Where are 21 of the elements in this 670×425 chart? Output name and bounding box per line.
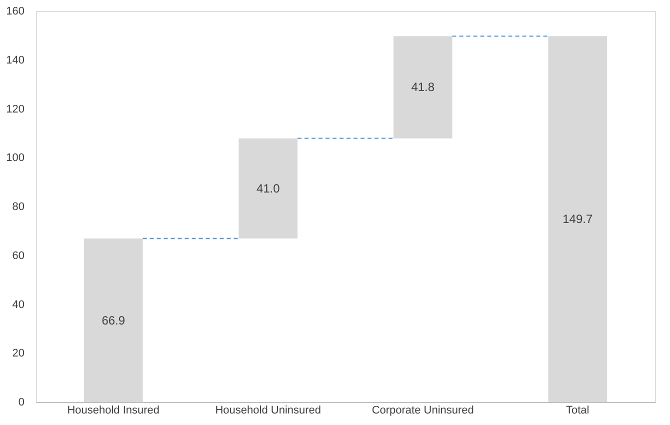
x-tick-label: Household Insured [67, 404, 160, 416]
bar [238, 138, 298, 239]
x-tick-label: Total [566, 404, 590, 416]
bar [84, 238, 143, 402]
bar [393, 36, 452, 138]
y-tick-label: 60 [12, 250, 24, 262]
data-label: 149.7 [562, 212, 593, 226]
y-tick-label: 80 [12, 201, 24, 213]
data-label: 41.0 [256, 181, 280, 196]
data-label: 66.9 [102, 313, 126, 328]
data-label: 41.8 [411, 80, 435, 94]
y-tick-label: 0 [18, 396, 24, 408]
y-tick-label: 160 [6, 6, 24, 18]
bar [548, 36, 608, 402]
y-tick-label: 140 [6, 54, 24, 66]
y-tick-label: 120 [6, 103, 24, 116]
y-tick-label: 100 [6, 152, 24, 164]
y-tick-label: 40 [12, 298, 24, 311]
x-tick-label: Household Uninsured [215, 404, 322, 416]
x-tick-label: Corporate Uninsured [372, 404, 474, 416]
y-tick-label: 20 [12, 348, 24, 360]
